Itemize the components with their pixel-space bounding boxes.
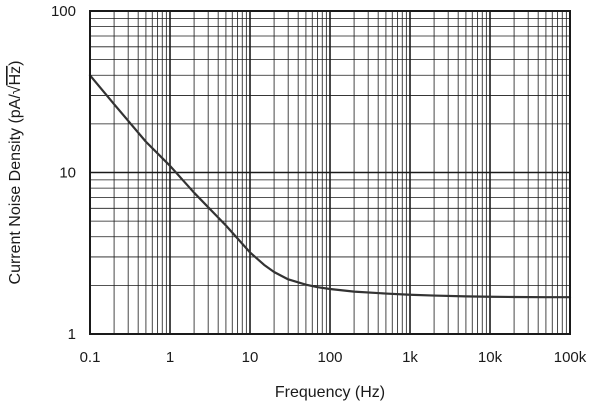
y-tick-label: 10 bbox=[59, 165, 76, 182]
x-tick-label: 100 bbox=[317, 349, 342, 366]
series-line-0 bbox=[88, 74, 572, 299]
x-tick-labels: 0.1 1 10 100 1k 10k 100k bbox=[80, 349, 587, 366]
y-axis-label: Current Noise Density (pA/√Hz) bbox=[7, 61, 24, 285]
y-axis-label-radical: √ bbox=[7, 85, 24, 94]
grid bbox=[90, 11, 570, 334]
x-tick-label: 10 bbox=[242, 349, 259, 366]
y-axis-label-radicand: Hz bbox=[7, 66, 24, 86]
x-tick-label: 10k bbox=[478, 349, 503, 366]
y-tick-labels: 1 10 100 bbox=[51, 3, 76, 343]
series-layer bbox=[88, 74, 572, 299]
x-tick-label: 1 bbox=[166, 349, 174, 366]
x-tick-label: 1k bbox=[402, 349, 418, 366]
x-axis-label: Frequency (Hz) bbox=[275, 384, 385, 401]
x-tick-label: 100k bbox=[554, 349, 587, 366]
y-axis-label-suffix: ) bbox=[7, 61, 24, 66]
plot-frame bbox=[89, 10, 571, 335]
y-axis-label-prefix: Current Noise Density (pA/ bbox=[7, 94, 24, 285]
y-tick-label: 1 bbox=[68, 326, 76, 343]
x-tick-label: 0.1 bbox=[80, 349, 101, 366]
y-tick-label: 100 bbox=[51, 3, 76, 20]
